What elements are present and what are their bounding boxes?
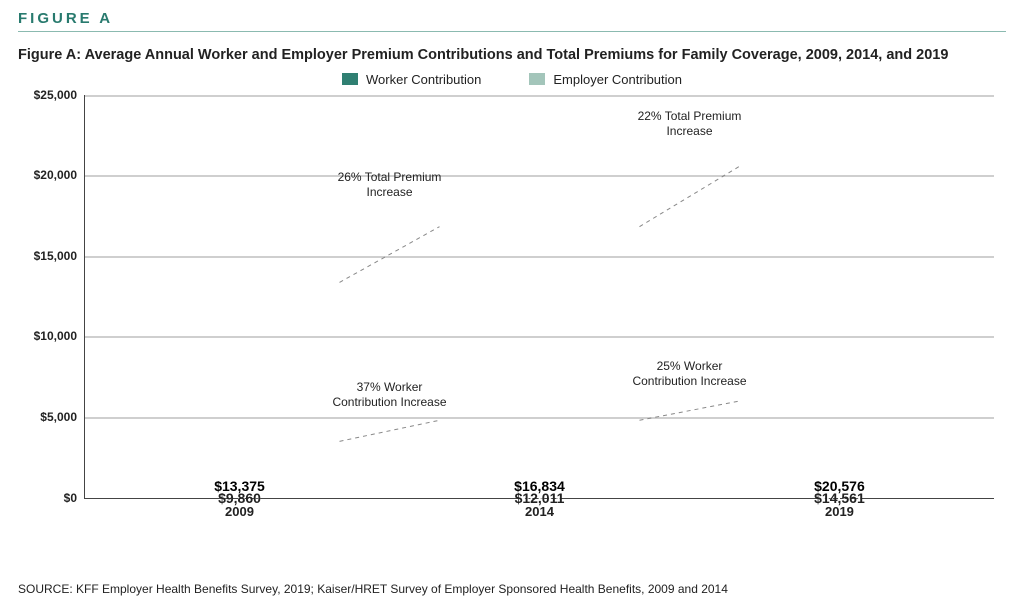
legend-label-employer: Employer Contribution: [553, 72, 682, 87]
y-axis-label: $0: [64, 491, 85, 505]
legend-swatch-worker: [342, 73, 358, 85]
figure-title: Figure A: Average Annual Worker and Empl…: [18, 46, 1006, 66]
legend-swatch-employer: [529, 73, 545, 85]
figure-label: FIGURE A: [18, 10, 1006, 32]
plot-area: $0$5,000$10,000$15,000$20,000$25,000$3,5…: [84, 95, 994, 499]
x-axis-label: 2014: [440, 498, 640, 519]
source-note: SOURCE: KFF Employer Health Benefits Sur…: [18, 582, 728, 596]
annotation-worker-14-19: 25% Worker Contribution Increase: [629, 359, 749, 389]
chart-area: $0$5,000$10,000$15,000$20,000$25,000$3,5…: [24, 89, 1000, 529]
x-axis-label: 2009: [140, 498, 340, 519]
annotation-premium-14-19: 22% Total Premium Increase: [629, 109, 749, 139]
y-axis-label: $15,000: [34, 249, 85, 263]
chart-legend: Worker Contribution Employer Contributio…: [18, 72, 1006, 87]
y-axis-label: $5,000: [40, 410, 85, 424]
x-axis-label: 2019: [739, 498, 939, 519]
annotation-worker-09-14: 37% Worker Contribution Increase: [330, 380, 450, 410]
y-axis-label: $20,000: [34, 168, 85, 182]
legend-item-worker: Worker Contribution: [342, 72, 481, 87]
connector-overlay: [85, 95, 994, 498]
y-axis-label: $10,000: [34, 329, 85, 343]
legend-item-employer: Employer Contribution: [529, 72, 682, 87]
y-axis-label: $25,000: [34, 88, 85, 102]
legend-label-worker: Worker Contribution: [366, 72, 481, 87]
annotation-premium-09-14: 26% Total Premium Increase: [330, 170, 450, 200]
